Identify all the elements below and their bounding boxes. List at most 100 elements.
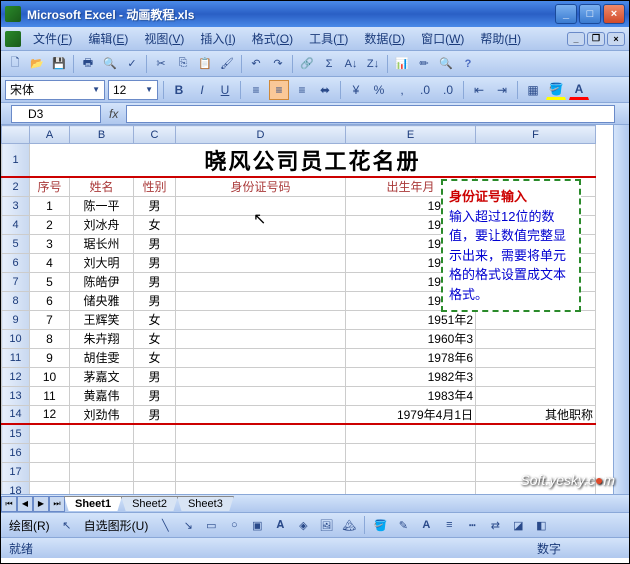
wordart-icon[interactable]: 𝐀 bbox=[270, 515, 290, 535]
open-button[interactable]: 📂 bbox=[27, 54, 47, 74]
cell[interactable]: 女 bbox=[134, 310, 176, 329]
cell[interactable]: 1 bbox=[30, 196, 70, 215]
close-button[interactable]: × bbox=[603, 4, 625, 24]
sort-asc-button[interactable]: A↓ bbox=[341, 54, 361, 74]
paste-button[interactable]: 📋 bbox=[195, 54, 215, 74]
cell[interactable]: 刘大明 bbox=[70, 253, 134, 272]
cell[interactable] bbox=[176, 367, 346, 386]
3d-icon[interactable]: ◧ bbox=[531, 515, 551, 535]
cell[interactable]: 男 bbox=[134, 405, 176, 424]
fill-color-button[interactable]: 🪣 bbox=[546, 80, 566, 100]
picture-icon[interactable]: 🏔 bbox=[339, 515, 359, 535]
align-center-button[interactable]: ≡ bbox=[269, 80, 289, 100]
font-color-icon[interactable]: A bbox=[416, 515, 436, 535]
menu-item[interactable]: 格式(O) bbox=[244, 28, 301, 49]
select-all[interactable] bbox=[2, 126, 30, 144]
menu-item[interactable]: 工具(T) bbox=[301, 28, 356, 49]
col-header[interactable]: D bbox=[176, 126, 346, 144]
app-icon[interactable] bbox=[5, 31, 21, 47]
zoom-button[interactable]: 🔍 bbox=[436, 54, 456, 74]
row-header[interactable]: 1 bbox=[2, 144, 30, 178]
diagram-icon[interactable]: ◈ bbox=[293, 515, 313, 535]
formula-bar[interactable] bbox=[126, 105, 615, 123]
cell[interactable] bbox=[476, 386, 596, 405]
row-header[interactable]: 18 bbox=[2, 481, 30, 494]
cell[interactable]: 储央雅 bbox=[70, 291, 134, 310]
print-button[interactable]: 🖶 bbox=[78, 54, 98, 74]
cell[interactable]: 朱卉翔 bbox=[70, 329, 134, 348]
sort-desc-button[interactable]: Z↓ bbox=[363, 54, 383, 74]
border-button[interactable]: ▦ bbox=[523, 80, 543, 100]
cut-button[interactable]: ✂ bbox=[151, 54, 171, 74]
cell[interactable]: 男 bbox=[134, 272, 176, 291]
row-header[interactable]: 15 bbox=[2, 424, 30, 443]
row-header[interactable]: 7 bbox=[2, 272, 30, 291]
cell[interactable]: 2 bbox=[30, 215, 70, 234]
menu-item[interactable]: 窗口(W) bbox=[413, 28, 472, 49]
save-button[interactable]: 💾 bbox=[49, 54, 69, 74]
cell[interactable]: 6 bbox=[30, 291, 70, 310]
cell[interactable] bbox=[476, 329, 596, 348]
bold-button[interactable]: B bbox=[169, 80, 189, 100]
sheet-nav[interactable]: ⏮◀▶⏭ bbox=[1, 496, 65, 512]
redo-button[interactable]: ↷ bbox=[268, 54, 288, 74]
draw-menu[interactable]: 绘图(R) bbox=[5, 517, 54, 534]
cell[interactable] bbox=[30, 481, 70, 494]
cell[interactable] bbox=[176, 386, 346, 405]
maximize-button[interactable]: □ bbox=[579, 4, 601, 24]
header-cell[interactable]: 性别 bbox=[134, 177, 176, 196]
cell[interactable]: 胡佳雯 bbox=[70, 348, 134, 367]
arrow-icon[interactable]: ↘ bbox=[178, 515, 198, 535]
italic-button[interactable]: I bbox=[192, 80, 212, 100]
cell[interactable] bbox=[176, 424, 346, 443]
cell[interactable]: 1982年3 bbox=[346, 367, 476, 386]
shadow-icon[interactable]: ◪ bbox=[508, 515, 528, 535]
row-header[interactable]: 11 bbox=[2, 348, 30, 367]
cell[interactable] bbox=[176, 253, 346, 272]
cell[interactable] bbox=[30, 443, 70, 462]
menu-item[interactable]: 帮助(H) bbox=[472, 28, 529, 49]
doc-minimize-button[interactable]: _ bbox=[567, 32, 585, 46]
inc-indent-button[interactable]: ⇥ bbox=[492, 80, 512, 100]
header-cell[interactable]: 序号 bbox=[30, 177, 70, 196]
title-cell[interactable]: 晓风公司员工花名册 bbox=[30, 144, 596, 178]
chart-button[interactable]: 📊 bbox=[392, 54, 412, 74]
cell[interactable]: 5 bbox=[30, 272, 70, 291]
percent-button[interactable]: % bbox=[369, 80, 389, 100]
sheet-tab[interactable]: Sheet1 bbox=[64, 496, 122, 511]
cell[interactable] bbox=[176, 310, 346, 329]
cell[interactable] bbox=[176, 215, 346, 234]
autoshapes-menu[interactable]: 自选图形(U) bbox=[80, 517, 153, 534]
minimize-button[interactable]: _ bbox=[555, 4, 577, 24]
arrow-style-icon[interactable]: ⇄ bbox=[485, 515, 505, 535]
cell[interactable] bbox=[176, 291, 346, 310]
menu-item[interactable]: 数据(D) bbox=[356, 28, 413, 49]
cell[interactable]: 琚长州 bbox=[70, 234, 134, 253]
worksheet-grid[interactable]: ABCDEF1晓风公司员工花名册2序号姓名性别身份证号码出生年月技术职称31陈一… bbox=[1, 125, 629, 494]
cell[interactable]: 9 bbox=[30, 348, 70, 367]
row-header[interactable]: 9 bbox=[2, 310, 30, 329]
vertical-scrollbar[interactable] bbox=[613, 125, 629, 494]
cell[interactable]: 女 bbox=[134, 215, 176, 234]
menu-item[interactable]: 编辑(E) bbox=[80, 28, 136, 49]
cell[interactable]: 10 bbox=[30, 367, 70, 386]
comma-button[interactable]: , bbox=[392, 80, 412, 100]
cell[interactable] bbox=[70, 462, 134, 481]
header-cell[interactable]: 姓名 bbox=[70, 177, 134, 196]
cell[interactable]: 1960年3 bbox=[346, 329, 476, 348]
undo-button[interactable]: ↶ bbox=[246, 54, 266, 74]
fill-icon[interactable]: 🪣 bbox=[370, 515, 390, 535]
cell[interactable] bbox=[134, 424, 176, 443]
cell[interactable]: 黄嘉伟 bbox=[70, 386, 134, 405]
dec-indent-button[interactable]: ⇤ bbox=[469, 80, 489, 100]
font-name-select[interactable]: 宋体▼ bbox=[5, 80, 105, 100]
row-header[interactable]: 17 bbox=[2, 462, 30, 481]
col-header[interactable]: A bbox=[30, 126, 70, 144]
select-icon[interactable]: ↖ bbox=[57, 515, 77, 535]
row-header[interactable]: 16 bbox=[2, 443, 30, 462]
cell[interactable] bbox=[176, 348, 346, 367]
clipart-icon[interactable]: 🖼 bbox=[316, 515, 336, 535]
cell[interactable]: 4 bbox=[30, 253, 70, 272]
row-header[interactable]: 13 bbox=[2, 386, 30, 405]
row-header[interactable]: 3 bbox=[2, 196, 30, 215]
